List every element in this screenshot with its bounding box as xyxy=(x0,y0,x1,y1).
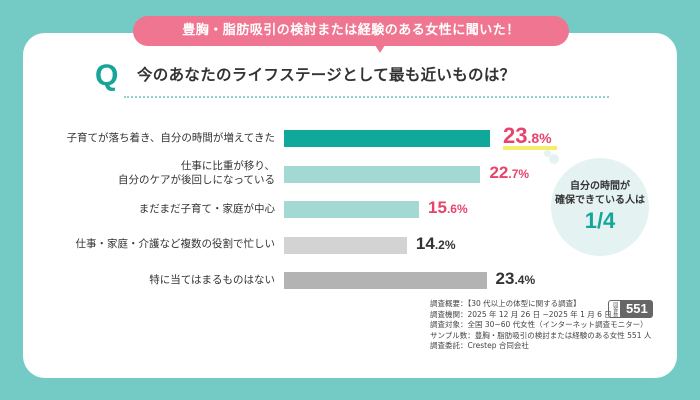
value-label: 14.2% xyxy=(416,234,456,254)
category-label: 仕事・家庭・介護など複数の役割で忙しい xyxy=(76,237,276,251)
bar xyxy=(284,201,420,218)
value-label-dec: .7% xyxy=(508,166,530,181)
survey-line: 調査委託：Crestep 合同会社 xyxy=(430,341,529,350)
category-label: 仕事に比重が移り、自分のケアが後回しになっている xyxy=(118,159,275,187)
category-label: 特に当てはまるものはない xyxy=(149,273,275,287)
category-label: 子育てが落ち着き、自分の時間が増えてきた xyxy=(67,131,275,145)
value-label: 22.7% xyxy=(489,163,529,183)
survey-line: 調査機関：2025 年 12 月 26 日 ~2025 年 1 月 6 日 xyxy=(430,309,612,319)
top-value-highlight xyxy=(503,146,557,150)
chart-title: 今のあなたのライフステージとして最も近いものは？ xyxy=(137,66,516,84)
category-label-line: 自分のケアが後回しになっている xyxy=(118,174,275,186)
value-label-int: 15 xyxy=(428,198,447,217)
thought-puff-medium xyxy=(549,154,559,164)
respondent-count-label: 回答数 xyxy=(608,300,621,318)
value-label-dec: .6% xyxy=(446,202,468,216)
survey-info: 調査概要：【30 代以上の体型に関する調査】 調査機関：2025 年 12 月 … xyxy=(430,299,651,352)
thought-puff-small xyxy=(544,150,551,157)
callout-line1: 自分の時間が xyxy=(570,181,630,192)
value-label: 15.6% xyxy=(428,198,468,218)
category-label-line: 子育てが落ち着き、自分の時間が増えてきた xyxy=(66,131,275,144)
respondent-count-badge: 回答数 551 xyxy=(608,300,653,318)
callout-line2: 確保できている人は xyxy=(555,195,645,206)
survey-banner: 豊胸・脂肪吸引の検討または経験のある女性に聞いた！ xyxy=(133,16,569,53)
value-label-int: 14 xyxy=(415,233,435,253)
category-label-line: 特に当てはまるものはない xyxy=(149,273,275,286)
survey-line: 調査対象：全国 30~60 代女性（インターネット調査モニター） xyxy=(430,320,648,329)
survey-line: 調査概要：【30 代以上の体型に関する調査】 xyxy=(430,299,581,308)
callout-text: 自分の時間が 確保できている人は xyxy=(551,180,649,208)
bar xyxy=(284,272,487,289)
value-label-int: 23 xyxy=(503,123,528,148)
callout-bubble: 自分の時間が 確保できている人は 1/4 xyxy=(551,158,649,256)
category-label-line: 仕事に比重が移り、 xyxy=(180,160,275,172)
bar xyxy=(284,236,407,254)
value-label-int: 22 xyxy=(489,162,509,182)
value-label: 23.8% xyxy=(503,123,552,149)
q-mark: Q xyxy=(95,59,119,92)
value-label-dec: .8% xyxy=(527,130,552,146)
callout-value: 1/4 xyxy=(584,208,616,233)
bar xyxy=(284,130,490,147)
value-label-dec: .2% xyxy=(434,237,456,252)
category-label-line: 仕事・家庭・介護など複数の役割で忙しい xyxy=(75,238,276,250)
category-label: まだまだ子育て・家庭が中心 xyxy=(139,202,275,216)
value-label-int: 23 xyxy=(495,269,515,288)
value-label-dec: .4% xyxy=(514,273,536,287)
respondent-count-value: 551 xyxy=(621,300,653,318)
title-underline xyxy=(124,96,609,98)
category-label-line: まだまだ子育て・家庭が中心 xyxy=(138,202,275,215)
bar xyxy=(284,165,481,183)
value-label: 23.4% xyxy=(496,269,536,289)
survey-line: サンプル数：豊胸・脂肪吸引の検討または経験のある女性 551 人 xyxy=(430,330,652,340)
